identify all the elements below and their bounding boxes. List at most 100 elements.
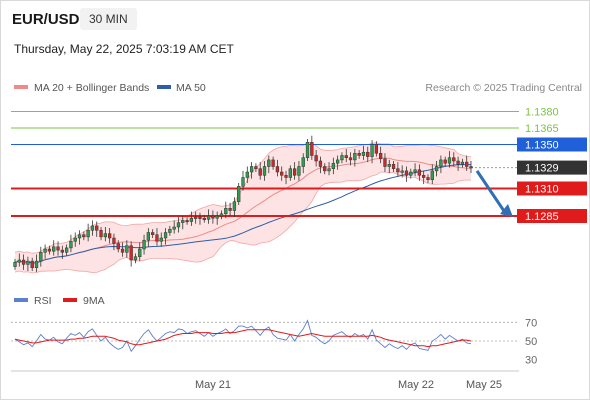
candle <box>189 211 194 226</box>
candle-body <box>64 247 69 253</box>
candle <box>297 161 301 181</box>
bollinger-lower-band <box>14 171 472 274</box>
candle-body <box>301 157 305 167</box>
candle-body <box>17 259 21 263</box>
candle <box>357 150 361 159</box>
candle <box>82 231 86 241</box>
candle <box>241 170 245 191</box>
candle <box>129 241 133 267</box>
candle-body <box>344 155 348 158</box>
legend-ma20-swatch <box>14 85 28 89</box>
legend-rsi-ma-label: 9MA <box>83 295 105 307</box>
legend-ma50-label: MA 50 <box>176 82 206 94</box>
candle-body <box>413 169 417 173</box>
candle <box>335 155 340 170</box>
candle <box>232 197 237 218</box>
candle <box>323 163 327 175</box>
candle <box>60 245 64 259</box>
candle <box>142 234 146 255</box>
candle <box>301 153 305 174</box>
candle-body <box>224 208 228 215</box>
candle <box>159 232 163 247</box>
candle-body <box>452 157 456 162</box>
candle-body <box>400 170 404 173</box>
x-tick-label: May 25 <box>466 379 502 391</box>
candle-body <box>370 144 374 157</box>
candle-body <box>21 259 26 265</box>
candle <box>116 240 120 253</box>
candle <box>327 162 331 176</box>
candle <box>151 229 155 238</box>
candle <box>447 151 452 168</box>
candle-body <box>460 161 465 165</box>
candle <box>344 148 348 163</box>
candle-body <box>288 168 292 178</box>
candle <box>237 183 241 205</box>
candle <box>155 228 159 246</box>
candle-body <box>159 237 163 242</box>
candle-body <box>379 153 383 160</box>
candle-body <box>219 213 224 217</box>
candle-body <box>254 166 258 169</box>
rsi-tick-label: 50 <box>525 336 537 348</box>
candle <box>26 256 30 271</box>
candle <box>374 141 379 157</box>
candle <box>284 170 288 185</box>
datetime-label: Thursday, May 22, 2025 7:03:19 AM CET <box>14 42 234 56</box>
candle-body <box>43 248 47 253</box>
candle-body <box>237 186 241 202</box>
candle-body <box>335 159 340 164</box>
candle <box>383 153 387 172</box>
candle-body <box>120 248 125 253</box>
candle-body <box>409 171 413 176</box>
candle-body <box>107 233 112 239</box>
candle <box>185 217 189 225</box>
candle-body <box>327 168 331 172</box>
timeframe-badge[interactable]: 30 MIN <box>80 8 137 30</box>
legend-ma20-label: MA 20 + Bollinger Bands <box>34 82 149 94</box>
candle <box>120 242 125 257</box>
candle <box>215 211 219 225</box>
candle <box>112 233 116 251</box>
candle-body <box>168 228 172 233</box>
candle-body <box>443 159 447 164</box>
candle <box>379 146 383 164</box>
forecast-arrow <box>475 170 513 217</box>
candle-body <box>465 161 469 167</box>
candle-body <box>189 217 194 222</box>
candle-body <box>262 166 267 176</box>
forecast-arrow-head <box>500 204 513 217</box>
candle <box>391 161 396 172</box>
candle-body <box>151 232 155 235</box>
candle <box>292 162 297 180</box>
candle-body <box>348 157 353 161</box>
level-tag-label: 1.1310 <box>525 184 559 196</box>
candle-body <box>292 168 297 176</box>
x-tick-label: May 21 <box>195 379 231 391</box>
candle-body <box>163 232 168 239</box>
candle-body <box>456 160 460 165</box>
candle-body <box>434 166 439 172</box>
rsi-line <box>14 319 472 353</box>
candle-body <box>194 216 198 219</box>
candle <box>30 257 34 271</box>
candle <box>318 156 323 174</box>
candle <box>396 162 400 177</box>
candle-body <box>228 208 232 211</box>
candle <box>370 140 374 164</box>
candle <box>465 155 469 171</box>
candle-body <box>69 241 73 249</box>
candle-body <box>13 261 17 267</box>
candle-body <box>258 168 262 176</box>
candle-body <box>90 225 95 231</box>
candle-body <box>404 170 409 176</box>
candle-body <box>357 153 361 156</box>
candle-body <box>30 260 34 268</box>
candle <box>133 253 138 264</box>
candle <box>77 230 82 245</box>
candle-body <box>86 230 90 238</box>
candle-body <box>146 232 151 241</box>
candle-body <box>73 237 77 242</box>
candle-body <box>103 233 107 238</box>
candle-body <box>82 234 86 238</box>
